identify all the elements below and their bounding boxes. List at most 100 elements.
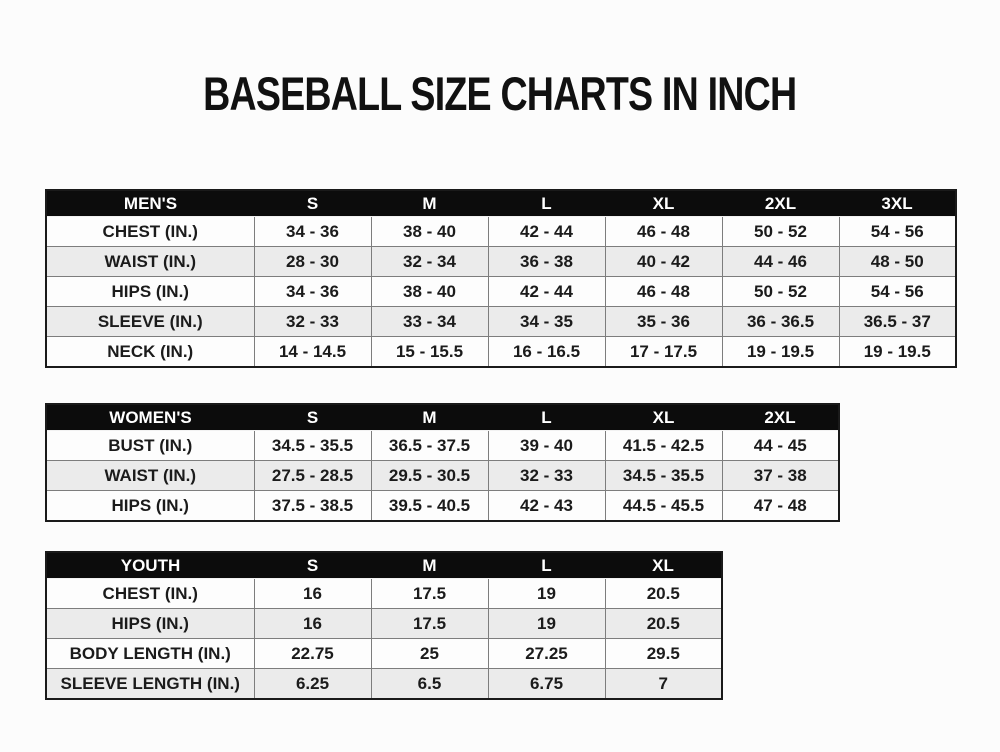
size-value-cell: 50 - 52: [721, 276, 840, 307]
table-row: HIPS (IN.) 37.5 - 38.5 39.5 - 40.5 42 - 43 4…: [45, 490, 840, 522]
size-value-cell: 40 - 42: [604, 246, 723, 277]
size-value-cell: 17.5: [370, 608, 489, 639]
table-row: CHEST (IN.) 34 - 36 38 - 40 42 - 44 46 - 48 5…: [45, 216, 957, 247]
size-value-cell: 42 - 44: [487, 216, 606, 247]
size-value-cell: 41.5 - 42.5: [604, 430, 723, 461]
page-title-text: BASEBALL SIZE CHARTS IN INCH: [203, 67, 797, 120]
table-row: SLEEVE LENGTH (IN.) 6.25 6.5 6.75 7: [45, 668, 723, 700]
table-row: BODY LENGTH (IN.) 22.75 25 27.25 29.5: [45, 638, 723, 669]
size-value-cell: 54 - 56: [838, 216, 957, 247]
size-value-cell: 16: [253, 578, 372, 609]
size-column-header: M: [371, 404, 488, 431]
size-column-header: 2XL: [722, 190, 839, 217]
page-title: BASEBALL SIZE CHARTS IN INCH: [0, 66, 1000, 121]
size-value-cell: 29.5: [604, 638, 723, 669]
mens-size-table-section: MEN'S S M L XL 2XL 3XL CHEST (IN.) 34 - 36 38 - 4…: [45, 189, 957, 368]
size-value-cell: 47 - 48: [721, 490, 840, 522]
size-value-cell: 36 - 38: [487, 246, 606, 277]
size-value-cell: 19: [487, 578, 606, 609]
row-label-cell: CHEST (IN.): [45, 216, 255, 247]
size-column-header: XL: [605, 404, 722, 431]
size-value-cell: 25: [370, 638, 489, 669]
size-value-cell: 6.25: [253, 668, 372, 700]
table-row: CHEST (IN.) 16 17.5 19 20.5: [45, 578, 723, 609]
size-value-cell: 16 - 16.5: [487, 336, 606, 368]
row-label-cell: WAIST (IN.): [45, 460, 255, 491]
size-value-cell: 17.5: [370, 578, 489, 609]
youth-group-header: YOUTH: [46, 552, 254, 579]
size-value-cell: 38 - 40: [370, 216, 489, 247]
size-value-cell: 19 - 19.5: [838, 336, 957, 368]
size-value-cell: 34.5 - 35.5: [253, 430, 372, 461]
size-value-cell: 33 - 34: [370, 306, 489, 337]
size-column-header: L: [488, 190, 605, 217]
womens-group-header: WOMEN'S: [46, 404, 254, 431]
mens-size-table: MEN'S S M L XL 2XL 3XL CHEST (IN.) 34 - 36 38 - 4…: [45, 189, 957, 368]
size-value-cell: 44.5 - 45.5: [604, 490, 723, 522]
size-value-cell: 39.5 - 40.5: [370, 490, 489, 522]
size-value-cell: 50 - 52: [721, 216, 840, 247]
size-column-header: 3XL: [839, 190, 956, 217]
size-value-cell: 34 - 36: [253, 216, 372, 247]
table-row: NECK (IN.) 14 - 14.5 15 - 15.5 16 - 16.5 17 …: [45, 336, 957, 368]
size-value-cell: 36.5 - 37: [838, 306, 957, 337]
size-value-cell: 42 - 44: [487, 276, 606, 307]
table-row: HIPS (IN.) 16 17.5 19 20.5: [45, 608, 723, 639]
youth-size-table: YOUTH S M L XL CHEST (IN.) 16 17.5 19 20.5 HIPS (I…: [45, 551, 723, 700]
size-column-header: S: [254, 190, 371, 217]
size-value-cell: 17 - 17.5: [604, 336, 723, 368]
size-column-header: 2XL: [722, 404, 839, 431]
size-value-cell: 27.25: [487, 638, 606, 669]
size-value-cell: 27.5 - 28.5: [253, 460, 372, 491]
size-value-cell: 37.5 - 38.5: [253, 490, 372, 522]
size-value-cell: 54 - 56: [838, 276, 957, 307]
size-column-header: L: [488, 404, 605, 431]
size-value-cell: 34 - 36: [253, 276, 372, 307]
row-label-cell: CHEST (IN.): [45, 578, 255, 609]
size-value-cell: 34.5 - 35.5: [604, 460, 723, 491]
table-row: SLEEVE (IN.) 32 - 33 33 - 34 34 - 35 35 - 36…: [45, 306, 957, 337]
row-label-cell: NECK (IN.): [45, 336, 255, 368]
size-value-cell: 36 - 36.5: [721, 306, 840, 337]
size-value-cell: 14 - 14.5: [253, 336, 372, 368]
size-value-cell: 37 - 38: [721, 460, 840, 491]
youth-size-table-section: YOUTH S M L XL CHEST (IN.) 16 17.5 19 20.5 HIPS (I…: [45, 551, 723, 700]
mens-group-header: MEN'S: [46, 190, 254, 217]
size-value-cell: 19 - 19.5: [721, 336, 840, 368]
size-column-header: S: [254, 552, 371, 579]
row-label-cell: SLEEVE (IN.): [45, 306, 255, 337]
size-value-cell: 32 - 33: [253, 306, 372, 337]
size-column-header: S: [254, 404, 371, 431]
table-row: BUST (IN.) 34.5 - 35.5 36.5 - 37.5 39 - 40 4…: [45, 430, 840, 461]
table-row: HIPS (IN.) 34 - 36 38 - 40 42 - 44 46 - 48 50…: [45, 276, 957, 307]
youth-header-row: YOUTH S M L XL: [46, 552, 722, 579]
size-value-cell: 32 - 33: [487, 460, 606, 491]
size-value-cell: 29.5 - 30.5: [370, 460, 489, 491]
size-value-cell: 34 - 35: [487, 306, 606, 337]
size-value-cell: 44 - 46: [721, 246, 840, 277]
size-value-cell: 6.75: [487, 668, 606, 700]
size-value-cell: 20.5: [604, 608, 723, 639]
size-value-cell: 39 - 40: [487, 430, 606, 461]
row-label-cell: HIPS (IN.): [45, 276, 255, 307]
size-value-cell: 46 - 48: [604, 276, 723, 307]
size-value-cell: 36.5 - 37.5: [370, 430, 489, 461]
row-label-cell: BODY LENGTH (IN.): [45, 638, 255, 669]
row-label-cell: BUST (IN.): [45, 430, 255, 461]
womens-size-table-section: WOMEN'S S M L XL 2XL BUST (IN.) 34.5 - 35.5 36.5…: [45, 403, 840, 522]
table-row: WAIST (IN.) 28 - 30 32 - 34 36 - 38 40 - 42 4…: [45, 246, 957, 277]
size-column-header: L: [488, 552, 605, 579]
size-column-header: M: [371, 552, 488, 579]
table-row: WAIST (IN.) 27.5 - 28.5 29.5 - 30.5 32 - 33…: [45, 460, 840, 491]
size-value-cell: 20.5: [604, 578, 723, 609]
size-value-cell: 48 - 50: [838, 246, 957, 277]
mens-header-row: MEN'S S M L XL 2XL 3XL: [46, 190, 956, 217]
size-value-cell: 19: [487, 608, 606, 639]
size-column-header: XL: [605, 190, 722, 217]
size-value-cell: 32 - 34: [370, 246, 489, 277]
size-value-cell: 22.75: [253, 638, 372, 669]
size-value-cell: 16: [253, 608, 372, 639]
size-value-cell: 38 - 40: [370, 276, 489, 307]
womens-header-row: WOMEN'S S M L XL 2XL: [46, 404, 839, 431]
row-label-cell: HIPS (IN.): [45, 490, 255, 522]
